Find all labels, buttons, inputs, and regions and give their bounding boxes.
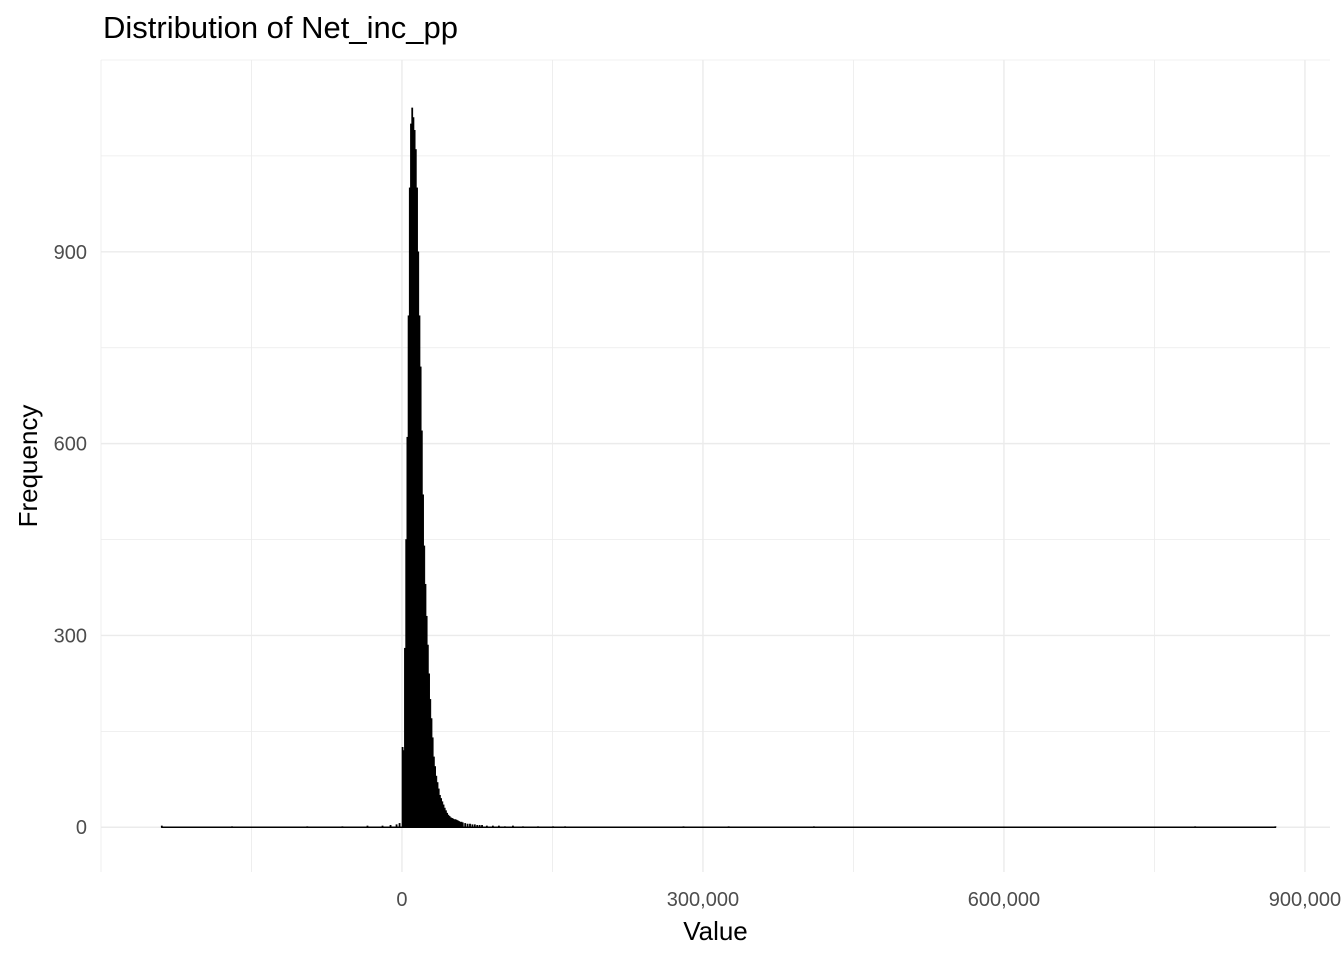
y-tick-label: 900 — [54, 242, 87, 264]
chart-title: Distribution of Net_inc_pp — [103, 10, 458, 45]
histogram-bars — [160, 107, 1277, 829]
x-axis-title: Value — [683, 916, 748, 946]
x-tick-label: 300,000 — [667, 889, 739, 911]
y-tick-label: 0 — [76, 817, 87, 839]
tick-labels: 0 300,000 600,000 900,000 0 300 600 900 — [54, 242, 1341, 911]
grid — [100, 59, 1330, 872]
y-tick-label: 600 — [54, 434, 87, 456]
y-tick-label: 300 — [54, 625, 87, 647]
x-tick-label: 900,000 — [1269, 889, 1341, 911]
x-tick-label: 0 — [396, 889, 407, 911]
y-axis-title: Frequency — [13, 405, 43, 528]
x-tick-label: 600,000 — [968, 889, 1040, 911]
